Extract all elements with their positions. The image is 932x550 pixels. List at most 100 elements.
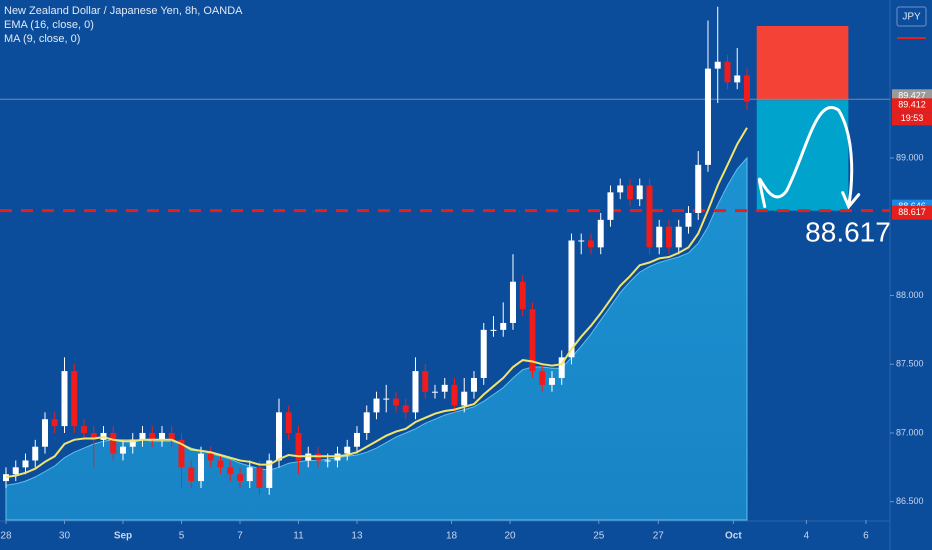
candle-body	[178, 439, 185, 468]
x-tick-label: 4	[804, 531, 810, 542]
currency-box[interactable]	[896, 6, 927, 27]
candle-body	[32, 446, 39, 461]
x-tick-label: 6	[863, 531, 869, 542]
countdown-label: 19:53	[901, 113, 924, 123]
x-tick-label: 7	[237, 531, 243, 542]
x-tick-label: Sep	[114, 531, 132, 542]
stop-loss-zone	[756, 25, 849, 101]
candle-body	[344, 446, 351, 454]
x-tick-label: 11	[293, 531, 304, 542]
price-label: 89.412	[898, 100, 926, 110]
y-tick-label: 89.000	[896, 152, 924, 162]
currency-label[interactable]: JPY	[902, 12, 921, 23]
candle-body	[168, 432, 175, 440]
candle-body	[110, 432, 117, 454]
candle-body	[607, 192, 614, 220]
candle-body	[207, 453, 214, 461]
candle-body	[675, 226, 682, 248]
candle-body	[285, 412, 292, 433]
candle-body	[188, 467, 195, 482]
candle-body	[119, 446, 126, 454]
chart-title: New Zealand Dollar / Japanese Yen, 8h, O…	[4, 5, 243, 17]
x-tick-label: 28	[0, 531, 12, 542]
candle-body	[61, 371, 68, 427]
candle-body	[539, 371, 546, 385]
price-label-box	[892, 205, 932, 220]
candle-body	[724, 61, 731, 83]
candle-body	[441, 384, 448, 392]
candle-body	[383, 398, 390, 400]
candle-body	[695, 164, 702, 213]
candle-body	[324, 460, 331, 462]
candle-body	[236, 474, 243, 482]
candle-body	[275, 412, 282, 461]
candle-body	[363, 412, 370, 433]
x-tick-label: 30	[59, 531, 71, 542]
y-tick-label: 88.000	[896, 290, 924, 300]
candle-body	[500, 322, 507, 330]
indicator-label: EMA (16, close, 0)	[4, 19, 94, 31]
candle-body	[490, 329, 497, 331]
candle-body	[617, 185, 624, 193]
candle-body	[129, 439, 136, 447]
x-tick-label: 18	[446, 531, 458, 542]
candle-body	[266, 460, 273, 488]
candle-body	[71, 371, 78, 427]
candle-body	[256, 467, 263, 488]
candle-body	[509, 281, 516, 323]
candle-body	[392, 398, 399, 406]
candle-body	[412, 371, 419, 413]
candle-body	[197, 453, 204, 482]
candle-body	[578, 240, 585, 242]
y-tick-label: 87.000	[896, 427, 924, 437]
freehand-arrow	[757, 106, 861, 210]
x-tick-label: 27	[653, 531, 665, 542]
x-tick-label: 5	[179, 531, 185, 542]
ma-area	[5, 156, 748, 521]
candle-body	[480, 329, 487, 378]
candle-body	[636, 185, 643, 200]
price-label: 88.617	[898, 207, 926, 217]
candle-body	[461, 391, 468, 406]
candle-body	[597, 219, 604, 248]
candle-body	[665, 226, 672, 248]
ema-line	[5, 127, 748, 478]
candle-body	[227, 467, 234, 475]
indicator-label: MA (9, close, 0)	[4, 33, 80, 45]
candle-body	[80, 426, 87, 433]
candle-body	[22, 460, 29, 468]
candle-body	[714, 61, 721, 69]
x-tick-label: Oct	[725, 531, 742, 542]
candle-body	[353, 432, 360, 447]
candle-body	[519, 281, 526, 310]
plot-area: 88.617	[0, 6, 891, 521]
candle-body	[402, 405, 409, 413]
x-tick-label: 20	[504, 531, 516, 542]
candle-body	[587, 240, 594, 248]
candle-body	[558, 357, 565, 378]
candle-body	[295, 432, 302, 461]
candle-body	[704, 68, 711, 165]
candle-body	[2, 474, 9, 482]
target-annotation: 88.617	[805, 216, 891, 247]
x-tick-label: 25	[593, 531, 605, 542]
candle-body	[158, 432, 165, 440]
candle-body	[685, 212, 692, 227]
y-tick-label: 86.500	[896, 496, 924, 506]
candle-body	[149, 432, 156, 440]
x-tick-label: 13	[351, 531, 363, 542]
countdown-box	[892, 112, 932, 126]
candle-body	[139, 432, 146, 440]
candle-body	[529, 309, 536, 372]
candle-body	[90, 432, 97, 440]
candle-body	[743, 75, 750, 102]
candle-body	[51, 419, 58, 427]
candle-body	[626, 185, 633, 200]
candle-body	[646, 185, 653, 248]
candle-body	[41, 419, 48, 447]
candle-body	[734, 75, 741, 83]
y-tick-label: 87.500	[896, 359, 924, 369]
candle-body	[470, 377, 477, 392]
